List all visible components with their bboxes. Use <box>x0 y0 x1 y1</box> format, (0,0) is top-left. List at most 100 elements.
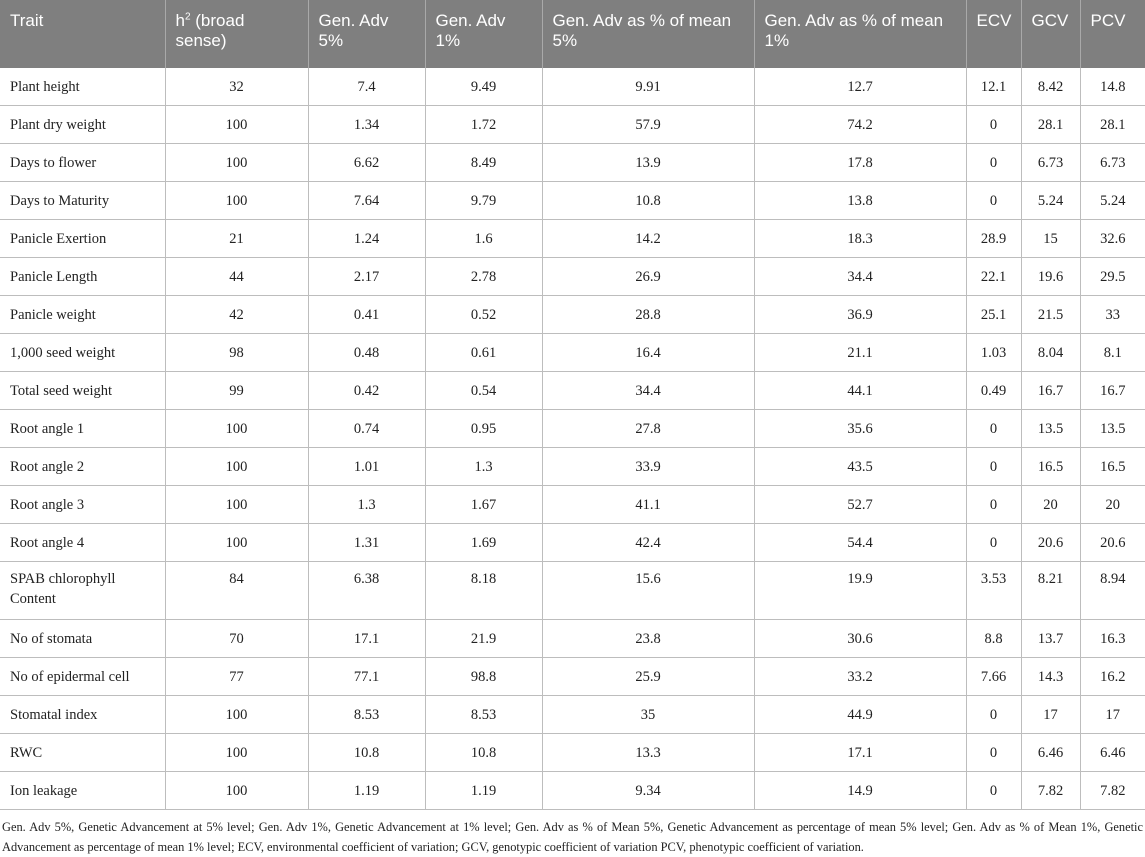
cell-trait: Root angle 4 <box>0 523 166 562</box>
cell-gcv: 8.42 <box>1021 68 1081 106</box>
cell-gen-adv-pct-1: 13.8 <box>754 181 967 220</box>
table-row: 1,000 seed weight 98 0.48 0.61 16.4 21.1 1.03 8… <box>0 333 1145 372</box>
table-row: Total seed weight 99 0.42 0.54 34.4 44.1 0.49 1… <box>0 371 1145 410</box>
cell-gen-adv-5: 1.34 <box>308 105 426 144</box>
cell-gcv: 8.04 <box>1021 333 1081 372</box>
cell-trait: Root angle 3 <box>0 485 166 524</box>
cell-gen-adv-1: 8.18 <box>425 561 543 620</box>
cell-gen-adv-5: 7.64 <box>308 181 426 220</box>
cell-gcv: 6.46 <box>1021 733 1081 772</box>
cell-pcv: 13.5 <box>1080 409 1145 448</box>
cell-gen-adv-pct-5: 9.91 <box>542 68 755 106</box>
cell-trait: Days to Maturity <box>0 181 166 220</box>
cell-gen-adv-pct-1: 21.1 <box>754 333 967 372</box>
cell-gen-adv-5: 8.53 <box>308 695 426 734</box>
cell-gen-adv-1: 1.3 <box>425 447 543 486</box>
cell-trait: No of stomata <box>0 619 166 658</box>
cell-gen-adv-5: 1.19 <box>308 771 426 810</box>
cell-gen-adv-5: 1.31 <box>308 523 426 562</box>
cell-ecv: 12.1 <box>966 68 1022 106</box>
cell-pcv: 8.94 <box>1080 561 1145 620</box>
cell-gcv: 21.5 <box>1021 295 1081 334</box>
cell-gen-adv-1: 0.95 <box>425 409 543 448</box>
cell-gen-adv-1: 21.9 <box>425 619 543 658</box>
cell-gen-adv-pct-5: 33.9 <box>542 447 755 486</box>
cell-gen-adv-5: 0.48 <box>308 333 426 372</box>
cell-ecv: 8.8 <box>966 619 1022 658</box>
cell-ecv: 0 <box>966 143 1022 182</box>
table-row: Stomatal index 100 8.53 8.53 35 44.9 0 17 17 <box>0 695 1145 734</box>
header-pcv: PCV <box>1080 0 1145 68</box>
cell-gen-adv-pct-5: 57.9 <box>542 105 755 144</box>
cell-gen-adv-pct-1: 44.1 <box>754 371 967 410</box>
table-row: Panicle Exertion 21 1.24 1.6 14.2 18.3 28.9 15 3… <box>0 219 1145 258</box>
cell-h2: 100 <box>165 695 309 734</box>
cell-gcv: 13.5 <box>1021 409 1081 448</box>
cell-gen-adv-pct-5: 35 <box>542 695 755 734</box>
table-row: Root angle 4 100 1.31 1.69 42.4 54.4 0 20.6 20.6 <box>0 523 1145 562</box>
cell-pcv: 16.5 <box>1080 447 1145 486</box>
cell-pcv: 16.7 <box>1080 371 1145 410</box>
cell-gen-adv-5: 7.4 <box>308 68 426 106</box>
cell-ecv: 0 <box>966 447 1022 486</box>
cell-ecv: 25.1 <box>966 295 1022 334</box>
cell-gen-adv-1: 8.53 <box>425 695 543 734</box>
cell-trait: Plant height <box>0 68 166 106</box>
cell-pcv: 17 <box>1080 695 1145 734</box>
header-gcv: GCV <box>1021 0 1081 68</box>
cell-pcv: 6.73 <box>1080 143 1145 182</box>
table-header: Trait h2 (broad sense) Gen. Adv 5% Gen. … <box>0 0 1145 68</box>
cell-gcv: 28.1 <box>1021 105 1081 144</box>
cell-ecv: 0 <box>966 695 1022 734</box>
cell-pcv: 16.2 <box>1080 657 1145 696</box>
table-row: Days to flower 100 6.62 8.49 13.9 17.8 0 6.73 6.… <box>0 143 1145 182</box>
cell-h2: 100 <box>165 143 309 182</box>
cell-h2: 99 <box>165 371 309 410</box>
table-row: Root angle 2 100 1.01 1.3 33.9 43.5 0 16.5 16.5 <box>0 447 1145 486</box>
cell-ecv: 0.49 <box>966 371 1022 410</box>
cell-pcv: 32.6 <box>1080 219 1145 258</box>
cell-gen-adv-pct-5: 15.6 <box>542 561 755 620</box>
cell-gen-adv-pct-5: 14.2 <box>542 219 755 258</box>
cell-gen-adv-pct-1: 30.6 <box>754 619 967 658</box>
cell-h2: 100 <box>165 447 309 486</box>
cell-gen-adv-pct-1: 18.3 <box>754 219 967 258</box>
header-gen-adv-1: Gen. Adv 1% <box>425 0 543 68</box>
table-row: Days to Maturity 100 7.64 9.79 10.8 13.8 0 5.24… <box>0 181 1145 220</box>
cell-gen-adv-5: 1.3 <box>308 485 426 524</box>
cell-gen-adv-1: 10.8 <box>425 733 543 772</box>
cell-gen-adv-1: 9.79 <box>425 181 543 220</box>
cell-gen-adv-pct-1: 33.2 <box>754 657 967 696</box>
cell-gen-adv-1: 8.49 <box>425 143 543 182</box>
cell-trait: Plant dry weight <box>0 105 166 144</box>
cell-trait: Root angle 1 <box>0 409 166 448</box>
cell-pcv: 33 <box>1080 295 1145 334</box>
header-h2-superscript: 2 <box>184 11 191 23</box>
cell-h2: 77 <box>165 657 309 696</box>
cell-h2: 84 <box>165 561 309 620</box>
cell-ecv: 28.9 <box>966 219 1022 258</box>
cell-gen-adv-pct-5: 9.34 <box>542 771 755 810</box>
cell-gen-adv-pct-5: 10.8 <box>542 181 755 220</box>
cell-trait: Root angle 2 <box>0 447 166 486</box>
cell-trait: Total seed weight <box>0 371 166 410</box>
cell-pcv: 20.6 <box>1080 523 1145 562</box>
cell-gen-adv-pct-5: 28.8 <box>542 295 755 334</box>
cell-ecv: 0 <box>966 105 1022 144</box>
cell-gen-adv-pct-5: 26.9 <box>542 257 755 296</box>
cell-gen-adv-pct-5: 41.1 <box>542 485 755 524</box>
table-row: Panicle Length 44 2.17 2.78 26.9 34.4 22.1 19.6… <box>0 257 1145 296</box>
cell-gcv: 19.6 <box>1021 257 1081 296</box>
cell-pcv: 6.46 <box>1080 733 1145 772</box>
cell-h2: 100 <box>165 409 309 448</box>
cell-trait: Days to flower <box>0 143 166 182</box>
cell-gen-adv-1: 1.6 <box>425 219 543 258</box>
cell-gen-adv-5: 6.62 <box>308 143 426 182</box>
cell-ecv: 3.53 <box>966 561 1022 620</box>
cell-gen-adv-pct-1: 74.2 <box>754 105 967 144</box>
table-row: Ion leakage 100 1.19 1.19 9.34 14.9 0 7.82 7.82 <box>0 771 1145 810</box>
cell-gcv: 5.24 <box>1021 181 1081 220</box>
cell-gen-adv-pct-5: 25.9 <box>542 657 755 696</box>
cell-gcv: 15 <box>1021 219 1081 258</box>
cell-trait: No of epidermal cell <box>0 657 166 696</box>
